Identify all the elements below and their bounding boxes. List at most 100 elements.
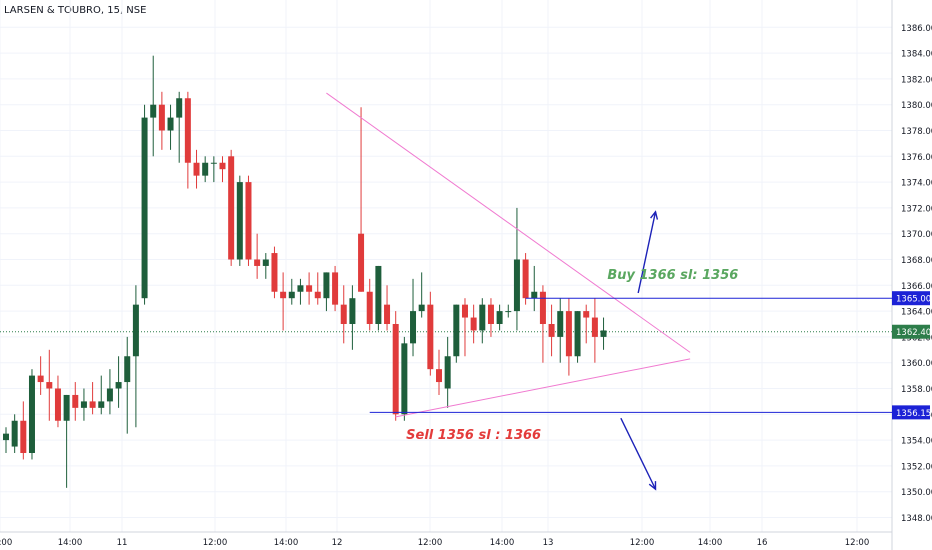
candle [314,272,321,305]
candle [98,375,105,415]
arrow-head [648,481,657,491]
candle-body [3,433,9,441]
candle-body [28,375,35,453]
candle-body [548,324,555,337]
price-axis-label: 1365.00 [892,291,931,306]
candle [418,272,425,318]
candle-body [522,259,529,299]
candle-body [349,298,356,324]
price-label-text: 1365.00 [896,295,931,305]
candle-body [219,162,226,170]
candle [557,298,564,363]
candle-body [228,156,235,260]
candle-body [245,182,252,260]
candle [375,265,382,331]
candle [496,304,503,331]
candle [245,175,252,266]
candle-body [80,401,87,408]
candle-body [513,259,520,312]
candle-body [392,324,399,415]
candle [522,253,529,305]
price-axis-label: 1362.40 [892,324,931,339]
candle-body [141,117,148,299]
candle-body [410,311,417,344]
candle [271,246,278,299]
y-tick-label: 1378.00 [901,127,932,137]
x-tick-label: 16 [757,538,768,548]
candle-body [262,259,269,266]
buy-annotation: Buy 1366 sl: 1356 [607,268,738,283]
candle [340,285,347,344]
y-tick-label: 1382.00 [901,75,932,85]
candle-body [176,98,183,118]
candle [453,304,460,363]
y-tick-label: 1380.00 [901,101,932,111]
candle-body [384,304,391,324]
x-tick-label: 14:00 [698,538,723,548]
x-tick-label: 12:00 [845,538,870,548]
candle-body [72,394,79,408]
candle [487,298,494,337]
price-label-text: 1356.15 [896,409,931,419]
candle-body [106,388,113,402]
y-tick-label: 1370.00 [901,230,932,240]
candle-body [132,304,139,357]
candle [366,278,373,331]
candle [89,382,96,415]
y-tick-label: 1374.00 [901,179,932,189]
candle-body [453,304,460,357]
candle-body [505,311,512,313]
arrow-shaft [637,211,657,294]
candle-body [115,382,122,389]
candle [384,285,391,331]
y-tick-label: 1386.00 [901,24,932,34]
candle-body [323,272,330,299]
upper-trendline [326,92,691,353]
candle-body [210,162,217,164]
candle-body [418,304,425,312]
candle-body [306,285,313,292]
candle [470,304,477,344]
candle-body [280,291,287,299]
down-arrow-icon [620,417,657,491]
candle [54,375,61,428]
candle-body [167,117,174,131]
candle-body [158,104,165,131]
candle-body [54,388,61,421]
candle-body [98,401,105,408]
candle [262,253,269,279]
candle [591,298,598,363]
candle [479,298,486,344]
x-tick-label: 12:00 [418,538,443,548]
candle [505,304,512,318]
candle [228,149,235,266]
candle [436,349,442,395]
y-tick-label: 1348.00 [901,514,932,524]
candle-body [591,317,598,337]
candle-body [496,311,503,324]
candle-body [314,291,321,299]
candle-body [184,98,191,163]
x-tick-label: 13 [543,538,554,548]
candle-body [193,162,200,176]
candle-body [236,182,243,260]
candle-body [583,311,590,318]
candle-body [46,382,53,389]
candle-body [600,330,607,337]
candle [323,272,330,312]
price-label-text: 1362.40 [896,328,931,338]
candle [444,336,451,408]
candle [539,285,546,363]
candle-body [340,304,347,324]
candle [115,356,122,408]
candle [306,272,313,305]
candle-body [124,356,131,383]
candle [11,414,18,453]
candle-body [150,104,157,118]
candle [158,91,165,150]
candle-body [358,233,365,292]
candle-body [436,369,442,383]
chart-title: LARSEN & TOUBRO, 15, NSE [4,5,147,16]
candle [600,317,607,350]
